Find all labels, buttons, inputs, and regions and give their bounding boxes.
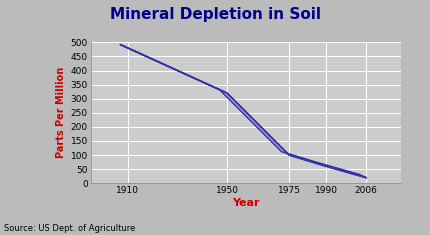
X-axis label: Year: Year (231, 198, 259, 208)
Y-axis label: Parts Per Million: Parts Per Million (56, 67, 66, 158)
Text: Mineral Depletion in Soil: Mineral Depletion in Soil (110, 7, 320, 22)
Polygon shape (120, 45, 365, 178)
Text: Source: US Dept. of Agriculture: Source: US Dept. of Agriculture (4, 224, 135, 233)
